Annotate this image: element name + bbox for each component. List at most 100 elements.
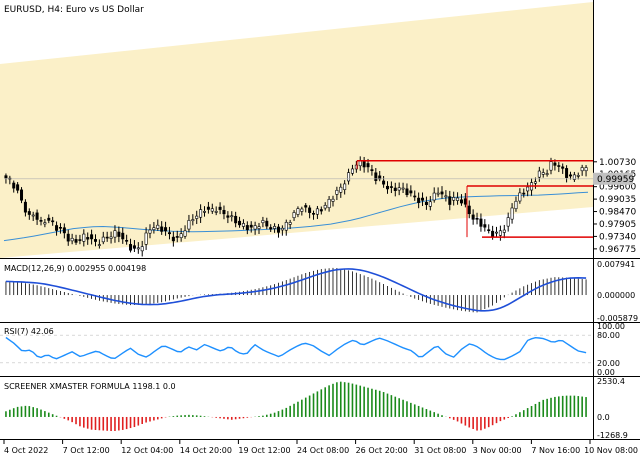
time-tick-label: 7 Nov 16:00 — [531, 446, 580, 455]
candle-body — [206, 206, 210, 210]
candle-body — [288, 222, 292, 225]
candle-body — [86, 237, 90, 240]
candle-body — [245, 225, 249, 231]
candle-body — [549, 161, 553, 171]
candle-body — [191, 219, 195, 222]
candle-body — [483, 224, 487, 228]
candle-body — [47, 217, 51, 221]
candle-body — [78, 239, 82, 241]
candle-body — [273, 226, 277, 229]
candle-body — [580, 167, 584, 172]
candle-body — [276, 226, 280, 233]
candle-body — [171, 236, 175, 242]
candle-body — [389, 186, 393, 188]
candle-body — [117, 231, 121, 237]
candle-body — [58, 227, 62, 229]
candle-body — [510, 207, 514, 220]
candle-body — [323, 205, 327, 209]
candle-body — [557, 165, 561, 167]
candle-body — [319, 209, 323, 212]
candle-body — [210, 208, 214, 212]
candle-body — [97, 244, 101, 246]
candle-body — [175, 236, 179, 238]
candle-body — [452, 197, 456, 201]
candle-body — [55, 225, 59, 231]
candle-body — [405, 188, 409, 196]
candle-body — [308, 207, 312, 213]
price-tick-label: 0.98470 — [599, 208, 636, 218]
candle-body — [226, 215, 230, 218]
candle-body — [440, 191, 444, 195]
candle-body — [43, 222, 47, 225]
candle-body — [292, 212, 296, 218]
candle-body — [253, 225, 257, 230]
candle-body — [82, 233, 86, 242]
rsi-tick-label: 20.00 — [597, 359, 620, 368]
candle-body — [249, 224, 253, 228]
candle-body — [506, 217, 510, 227]
time-tick-label: 10 Nov 08:00 — [584, 446, 638, 455]
candle-body — [533, 181, 537, 184]
candle-body — [537, 170, 541, 178]
current-price-tag — [593, 172, 633, 185]
candle-body — [312, 213, 316, 215]
candle-body — [397, 187, 401, 191]
time-tick-label: 26 Oct 20:00 — [356, 446, 408, 455]
candle-body — [436, 192, 440, 195]
candle-body — [300, 208, 304, 212]
candle-body — [238, 220, 242, 226]
screener-title: SCREENER XMASTER FORMULA 1198.1 0.0 — [4, 382, 176, 391]
candle-body — [23, 201, 27, 213]
candle-body — [70, 237, 74, 242]
moving-average-line — [3, 191, 589, 242]
candle-body — [27, 211, 31, 215]
symbol-title: EURUSD, H4: Euro vs US Dollar — [4, 5, 144, 15]
candle-body — [444, 195, 448, 198]
candle-body — [20, 189, 24, 201]
candle-body — [518, 192, 522, 202]
candle-body — [467, 205, 471, 215]
candle-body — [327, 198, 331, 209]
candle-body — [456, 197, 460, 201]
price-tick-label: 0.96775 — [599, 245, 636, 255]
candle-body — [565, 168, 569, 178]
candle-body — [514, 200, 518, 209]
candle-body — [105, 236, 109, 239]
levels-group — [356, 159, 593, 238]
screener-tick-label: 0.0 — [597, 413, 610, 422]
candle-body — [448, 196, 452, 205]
candle-body — [401, 187, 405, 190]
price-tick-label: 0.99035 — [599, 195, 636, 205]
price-tick-label: 0.99600 — [599, 183, 636, 193]
candle-body — [576, 175, 580, 177]
candle-body — [167, 232, 171, 235]
price-axis: 1.007301.001650.996000.990350.984700.979… — [4, 158, 636, 255]
candle-body — [218, 206, 222, 210]
candle-body — [39, 220, 43, 222]
candle-body — [140, 246, 144, 252]
candle-body — [93, 239, 97, 242]
candle-body — [51, 220, 55, 223]
candle-body — [144, 232, 148, 245]
screener-tick-label: 2530.4 — [597, 377, 625, 386]
candle-body — [257, 226, 261, 229]
candle-body — [541, 172, 545, 175]
candle-body — [284, 222, 288, 231]
macd-tick-label: -0.005879 — [597, 314, 638, 323]
price-tick-label: 0.97905 — [599, 220, 636, 230]
candle-body — [4, 175, 8, 179]
candle-body — [187, 220, 191, 230]
candle-body — [125, 240, 129, 242]
price-tick-label: 1.00730 — [599, 158, 636, 168]
rsi-title: RSI(7) 42.06 — [4, 327, 54, 336]
time-tick-label: 31 Oct 08:00 — [414, 446, 466, 455]
time-tick-label: 4 Oct 2022 — [4, 446, 48, 455]
candle-body — [136, 247, 140, 250]
screener-tick-label: -1268.9 — [597, 431, 628, 440]
candle-body — [109, 236, 113, 239]
time-axis: 4 Oct 2022 7 Oct 12:00 12 Oct 04:00 14 Oct … — [3, 440, 638, 455]
candle-body — [121, 232, 125, 240]
time-tick-label: 12 Oct 04:00 — [121, 446, 173, 455]
